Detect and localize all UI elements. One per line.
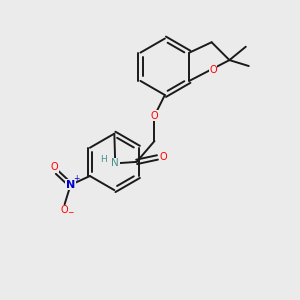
- Text: H: H: [100, 155, 107, 164]
- Text: N: N: [66, 180, 75, 190]
- Text: N: N: [111, 158, 119, 168]
- Text: +: +: [73, 174, 79, 183]
- Text: −: −: [68, 208, 74, 217]
- Text: O: O: [160, 152, 167, 162]
- Text: O: O: [51, 162, 59, 172]
- Text: O: O: [151, 111, 158, 121]
- Text: O: O: [209, 65, 217, 76]
- Text: O: O: [61, 205, 68, 215]
